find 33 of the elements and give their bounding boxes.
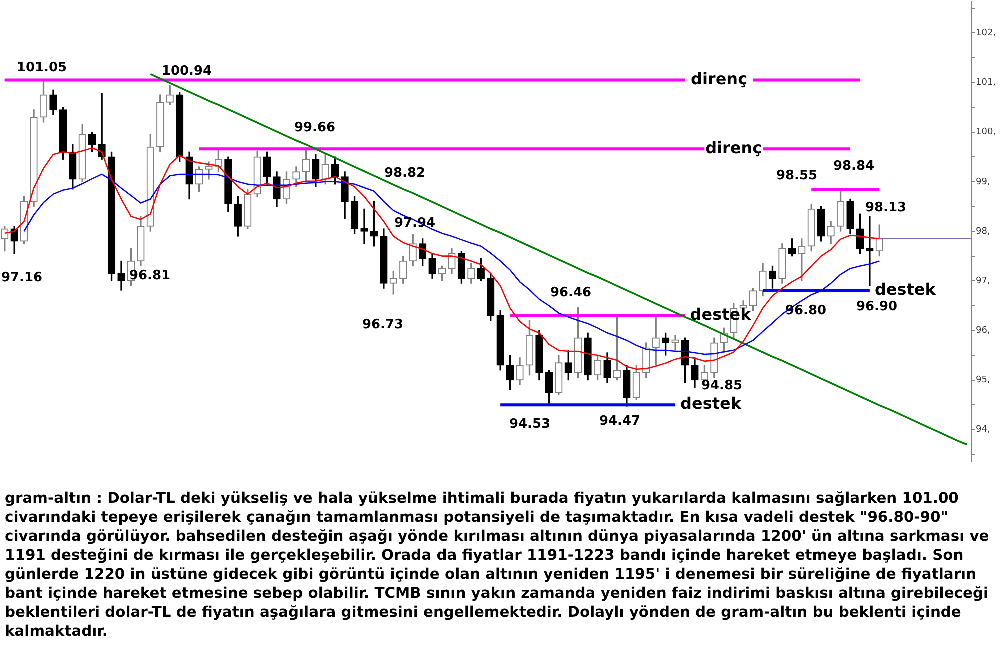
annotation: 96.46: [550, 285, 592, 300]
y-tick-label: 95,: [976, 376, 990, 386]
annotation: 97.16: [1, 270, 43, 286]
annotation: 98.82: [384, 166, 426, 182]
candlestick: [360, 208, 368, 244]
annotation: 94.47: [599, 414, 641, 429]
annotation: 94.85: [701, 378, 743, 394]
annotation: 98.13: [865, 200, 907, 216]
y-tick-label: 97,: [976, 276, 990, 286]
text: gram-altın : Dolar-TL deki yükseliş ve hala yükselme ihtimali burada fiyatın yukarılarda kalmasını sağlarken 101.00 civarındaki tepeye erişilerek çanağın tamamlanması potansiyeli de taşımaktadır. En kısa vadeli destek "96.80-90" civarında görülüyor. bahsedilen desteğin aşağı yönde kırılması altının dünya piyasalarında 1200' ün altına sarkması ve 1191 desteğini de kırması ile gerçekleşebilir. Orada da fiyatlar 1191-1223 bandı içinde hareket etmeye başladı. Son günlerde 1220 in üstüne gidecek gibi görüntü içinde olan altının yeniden 1195' i denemesi bir süreliğine de fiyatların bant içinde hareket etmesine sebep olabilir. TCMB sının yakın zamanda yeniden faiz indirimi baskısı altına girebileceği beklentileri dolar-TL de fiyatın aşağılara gitmesini engellemektedir. Dolaylı yönden de gram-altın bu beklenti içinde kalmaktadır.: [5, 489, 990, 641]
annotation: 98.55: [776, 168, 818, 184]
annotation: 96.90: [856, 299, 898, 314]
y-tick-label: 102,: [976, 28, 996, 38]
annotation: 96.80: [785, 303, 827, 318]
annotation: 101.05: [16, 60, 68, 76]
y-tick-label: 96,: [976, 326, 990, 336]
y-tick-label: 100,: [976, 128, 996, 138]
series-label: destek: [874, 280, 936, 300]
annotation: 96.81: [129, 268, 171, 284]
candlestick: [866, 216, 874, 286]
y-tick-label: 99,: [976, 177, 990, 188]
y-tick-label: 101,: [976, 78, 996, 88]
series-label: direnç: [706, 138, 762, 158]
annotation: 100.94: [162, 64, 212, 80]
annotation: 99.66: [294, 120, 336, 136]
annotation: 94.53: [509, 416, 551, 432]
series-label: direnç: [691, 69, 748, 88]
y-tick-label: 94,: [976, 425, 990, 436]
annotation: 98.84: [833, 159, 875, 174]
series-label: destek: [690, 304, 752, 324]
series-label: destek: [680, 394, 742, 414]
annotation: 96.73: [362, 317, 404, 332]
y-tick-label: 98,: [976, 226, 990, 237]
